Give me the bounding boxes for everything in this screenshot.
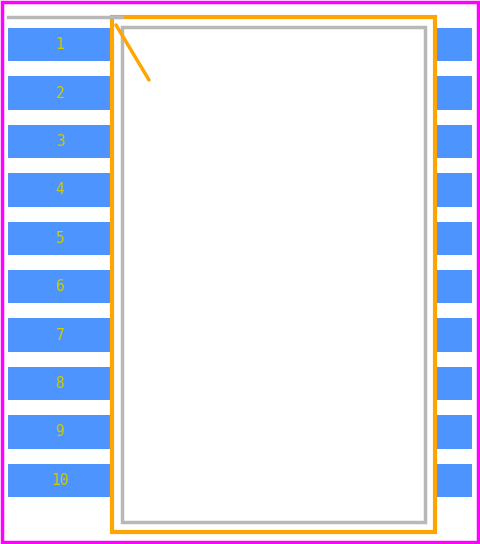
Bar	[8, 270, 112, 304]
Text: 10: 10	[51, 473, 69, 488]
Bar	[8, 125, 112, 158]
Text: 7: 7	[56, 327, 64, 343]
Text: 3: 3	[56, 134, 64, 149]
Text: 15: 15	[411, 279, 429, 294]
Bar	[8, 173, 112, 207]
Text: 13: 13	[411, 376, 429, 391]
Bar	[368, 28, 472, 61]
Bar	[8, 318, 112, 352]
Bar	[112, 17, 435, 532]
Text: 5: 5	[56, 231, 64, 246]
Text: 6: 6	[56, 279, 64, 294]
Text: 14: 14	[411, 327, 429, 343]
Text: 11: 11	[411, 473, 429, 488]
Bar	[8, 415, 112, 449]
Text: 17: 17	[411, 182, 429, 197]
Bar	[368, 415, 472, 449]
Bar	[368, 270, 472, 304]
Text: 2: 2	[56, 85, 64, 101]
Bar	[368, 463, 472, 497]
Bar	[368, 125, 472, 158]
Bar	[368, 367, 472, 400]
Bar	[8, 221, 112, 255]
Bar	[368, 221, 472, 255]
Text: 8: 8	[56, 376, 64, 391]
Text: 4: 4	[56, 182, 64, 197]
Text: 16: 16	[411, 231, 429, 246]
Bar	[122, 27, 425, 522]
Bar	[368, 318, 472, 352]
Bar	[8, 367, 112, 400]
Text: 1: 1	[56, 37, 64, 52]
Bar	[368, 173, 472, 207]
Text: 20: 20	[411, 37, 429, 52]
Bar	[8, 28, 112, 61]
Text: 19: 19	[411, 85, 429, 101]
Bar	[8, 76, 112, 110]
Text: 18: 18	[411, 134, 429, 149]
Text: 9: 9	[56, 424, 64, 440]
Bar	[8, 463, 112, 497]
Text: 12: 12	[411, 424, 429, 440]
Bar	[368, 76, 472, 110]
